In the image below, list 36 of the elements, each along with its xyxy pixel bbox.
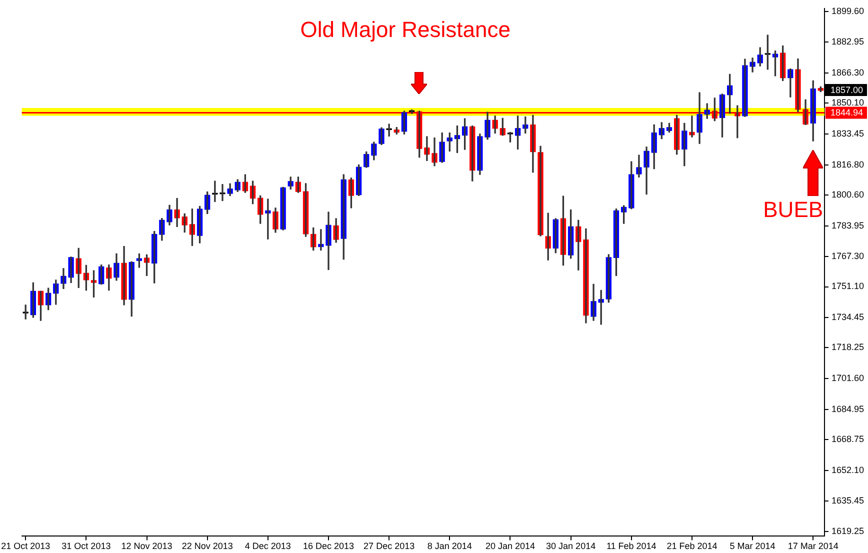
y-tick-label: 1701.60 [831,373,864,384]
x-tick-label: 31 Oct 2013 [62,541,111,552]
y-tick-label: 1767.30 [831,251,864,262]
annotation: BUEB [763,197,824,222]
y-tick-label: 1718.25 [831,342,864,352]
x-tick-label: 8 Jan 2014 [427,541,472,552]
x-tick-label: 20 Jan 2014 [485,541,535,552]
y-tick-label: 1866.30 [831,68,864,78]
x-tick-label: 11 Feb 2014 [606,541,656,552]
x-tick-label: 12 Nov 2013 [121,541,172,552]
y-tick-label: 1751.10 [831,281,864,292]
x-tick-label: 21 Oct 2013 [1,541,50,552]
x-tick-label: 17 Mar 2014 [788,541,838,552]
y-tick-label: 1668.75 [831,434,864,444]
y-tick-label: 1800.60 [831,189,864,200]
y-tick-label: 1816.80 [831,159,864,170]
y-tick-label: 1850.10 [831,98,864,108]
x-tick-label: 16 Dec 2013 [302,541,354,552]
ref-line-label: 1844.94 [830,108,864,118]
x-tick-label: 22 Nov 2013 [182,541,233,552]
x-tick-label: 5 Mar 2014 [730,541,776,552]
y-tick-label: 1899.60 [831,6,864,16]
y-tick-label: 1734.45 [831,312,864,322]
x-tick-label: 4 Dec 2013 [244,541,291,552]
x-tick-label: 30 Jan 2014 [546,541,596,552]
y-tick-label: 1635.45 [831,496,864,506]
text: 1857.00 [825,84,867,96]
y-tick-label: 1619.25 [831,526,864,536]
x-tick-label: 21 Feb 2014 [666,541,718,552]
annotation: Old Major Resistance [300,17,511,42]
y-tick-label: 1652.10 [831,464,864,475]
y-tick-label: 1684.95 [831,404,864,414]
y-tick-label: 1882.95 [831,36,864,47]
x-tick-label: 27 Dec 2013 [364,541,415,552]
y-tick-label: 1833.45 [831,128,864,139]
y-tick-label: 1783.95 [831,220,864,230]
